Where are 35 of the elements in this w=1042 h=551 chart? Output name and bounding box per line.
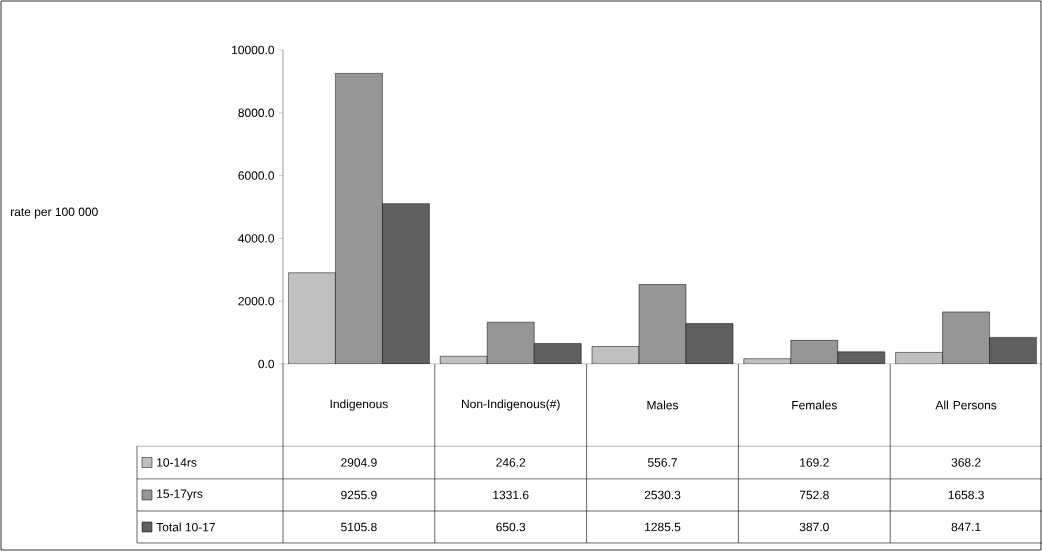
y-tick-label: 6000.0 [238, 171, 275, 180]
data-label: 650.3 [496, 522, 526, 532]
bar [790, 340, 839, 364]
data-label: 387.0 [799, 522, 829, 532]
data-label: 556.7 [647, 458, 677, 467]
legend-label: 15-17yrs [157, 489, 203, 501]
data-label: 5105.8 [341, 522, 377, 532]
data-label: 169.2 [800, 458, 829, 467]
data-label: 1285.5 [645, 522, 681, 532]
data-label: 368.2 [951, 458, 981, 467]
x-tick-label: Non-Indigenous(#) [462, 399, 560, 411]
data-label: 9255.9 [341, 490, 377, 500]
data-label: 2530.3 [644, 490, 681, 500]
legend-label: 10-14rs [157, 458, 197, 467]
legend-label: Total 10-17 [156, 522, 215, 532]
y-tick-label: 2000.0 [238, 296, 275, 306]
y-tick-label: 4000.0 [238, 234, 275, 243]
x-tick-label: Females [792, 400, 837, 410]
data-label: 1331.6 [493, 490, 529, 500]
data-label: 2904.9 [341, 458, 377, 467]
data-label: 752.8 [799, 490, 829, 500]
x-tick-label: Males [647, 400, 679, 410]
text: rate per 100 000 [11, 207, 98, 219]
x-tick-label: All Persons [935, 400, 997, 410]
data-label: 847.1 [951, 522, 981, 532]
bar [942, 311, 990, 364]
data-label: 1658.3 [948, 490, 984, 500]
x-tick-label: Indigenous [330, 399, 388, 411]
bar [335, 73, 383, 364]
y-tick-label: 10000.0 [232, 45, 275, 55]
bar [638, 284, 687, 364]
y-tick-label: 0.0 [258, 359, 275, 369]
bar [486, 321, 535, 364]
data-label: 246.2 [496, 458, 526, 467]
y-tick-label: 8000.0 [238, 108, 275, 118]
